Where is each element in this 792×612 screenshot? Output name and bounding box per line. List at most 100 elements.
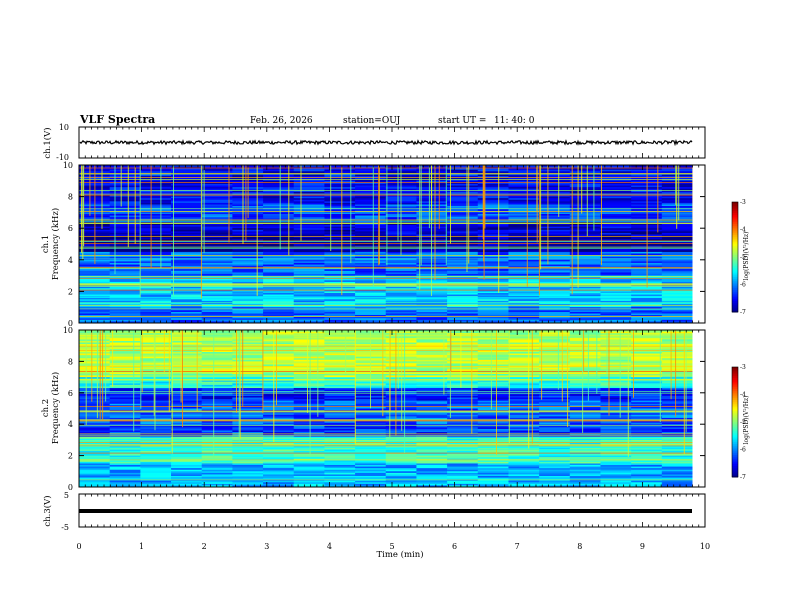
ch1-colorbar-segment: [732, 229, 738, 232]
narrowband-line: [79, 211, 693, 212]
spectrogram-cell: [447, 417, 479, 420]
spectrogram-cell: [416, 427, 448, 430]
spectrogram-cell: [447, 270, 479, 273]
spectrogram-cell: [109, 302, 141, 305]
spectrogram-cell: [661, 449, 694, 452]
spectrogram-cell: [631, 297, 663, 300]
spectrogram-cell: [477, 289, 510, 292]
spectrogram-cell: [569, 356, 602, 359]
spectrogram-cell: [600, 399, 632, 402]
spectrogram-cell: [79, 274, 111, 276]
narrowband-line: [79, 447, 693, 449]
spectrogram-cell: [631, 457, 663, 460]
spectrogram-cell: [201, 336, 233, 339]
spectrogram-cell: [109, 176, 141, 179]
spectrogram-cell: [508, 433, 540, 436]
spectrogram-cell: [109, 297, 141, 300]
spectrogram-cell: [109, 455, 141, 458]
spectrogram-cell: [569, 267, 602, 270]
spectrogram-cell: [324, 421, 356, 424]
spectrogram-cell: [324, 416, 356, 419]
spectrogram-cell: [600, 480, 632, 483]
spectrogram-cell: [293, 307, 325, 310]
spectrogram-cell: [569, 449, 602, 452]
spectrogram-cell: [355, 195, 387, 197]
spectrogram-cell: [539, 202, 571, 205]
spectrogram-cell: [661, 201, 694, 204]
spectrogram-cell: [171, 202, 203, 205]
spectrogram-cell: [569, 474, 602, 477]
spectrogram-cell: [232, 223, 264, 226]
spectrogram-cell: [263, 472, 295, 475]
spectrogram-cell: [109, 166, 141, 169]
spectrogram-cell: [508, 413, 540, 416]
ch1-colorbar-segment: [732, 222, 738, 225]
spectrogram-cell: [631, 432, 663, 435]
spectrogram-cell: [79, 336, 111, 339]
spectrogram-cell: [201, 362, 233, 365]
spectrogram-cell: [201, 447, 233, 450]
spectrogram-cell: [447, 196, 479, 199]
spectrogram-cell: [263, 195, 295, 197]
spectrogram-cell: [508, 199, 540, 202]
spectrogram-cell: [477, 165, 510, 167]
spectrogram-cell: [631, 336, 663, 339]
spectrogram-cell: [263, 395, 295, 398]
spheric-line: [89, 165, 91, 216]
spectrogram-cell: [447, 483, 479, 486]
spectrogram-cell: [631, 311, 663, 314]
spectrogram-cell: [477, 394, 510, 397]
spectrogram-cell: [539, 300, 571, 303]
spectrogram-cell: [416, 474, 448, 477]
spectrogram-cell: [447, 179, 479, 182]
spectrogram-cell: [569, 432, 602, 435]
spectrogram-cell: [416, 391, 448, 394]
spheric-line: [378, 165, 380, 266]
spectrogram-cell: [324, 350, 356, 353]
spectrogram-cell: [477, 392, 510, 395]
spectrogram-cell: [324, 436, 356, 439]
spectrogram-cell: [324, 250, 356, 253]
spectrogram-cell: [661, 231, 694, 234]
spectrogram-cell: [140, 433, 172, 436]
spectrogram-cell: [508, 204, 540, 207]
spectrogram-cell: [600, 422, 632, 425]
spectrogram-cell: [263, 294, 295, 297]
spectrogram-cell: [293, 168, 325, 171]
spectrogram-cell: [293, 353, 325, 356]
spectrogram-cell: [477, 176, 510, 179]
spectrogram-cell: [385, 259, 418, 262]
spectrogram-cell: [263, 296, 295, 299]
spectrogram-cell: [508, 380, 540, 383]
spectrogram-cell: [569, 359, 602, 362]
spectrogram-cell: [539, 471, 571, 474]
spectrogram-cell: [477, 318, 510, 321]
spectrogram-cell: [355, 465, 387, 467]
ch2-colorbar-segment: [732, 394, 738, 397]
spectrogram-cell: [263, 262, 295, 265]
spectrogram-cell: [201, 449, 233, 452]
spectrogram-cell: [661, 391, 694, 394]
spectrogram-cell: [631, 400, 663, 403]
spectrogram-cell: [140, 485, 172, 488]
spectrogram-cell: [293, 187, 325, 190]
ch2-colorbar-segment: [732, 462, 738, 465]
spectrogram-cell: [140, 339, 172, 342]
spectrogram-cell: [416, 377, 448, 380]
spectrogram-cell: [447, 291, 479, 294]
spectrogram-cell: [631, 427, 663, 430]
spectrogram-cell: [201, 485, 233, 488]
spectrogram-cell: [447, 436, 479, 439]
spectrogram-cell: [447, 369, 479, 372]
spectrogram-cell: [355, 223, 387, 226]
spectrogram-cell: [600, 292, 632, 295]
spectrogram-cell: [539, 351, 571, 354]
spectrogram-cell: [293, 331, 325, 334]
spectrogram-cell: [140, 397, 172, 400]
spectrogram-cell: [140, 286, 172, 289]
spectrogram-cell: [324, 340, 356, 343]
spectrogram-cell: [355, 471, 387, 474]
spectrogram-cell: [477, 244, 510, 246]
spectrogram-cell: [171, 294, 203, 297]
spectrogram-cell: [293, 422, 325, 425]
